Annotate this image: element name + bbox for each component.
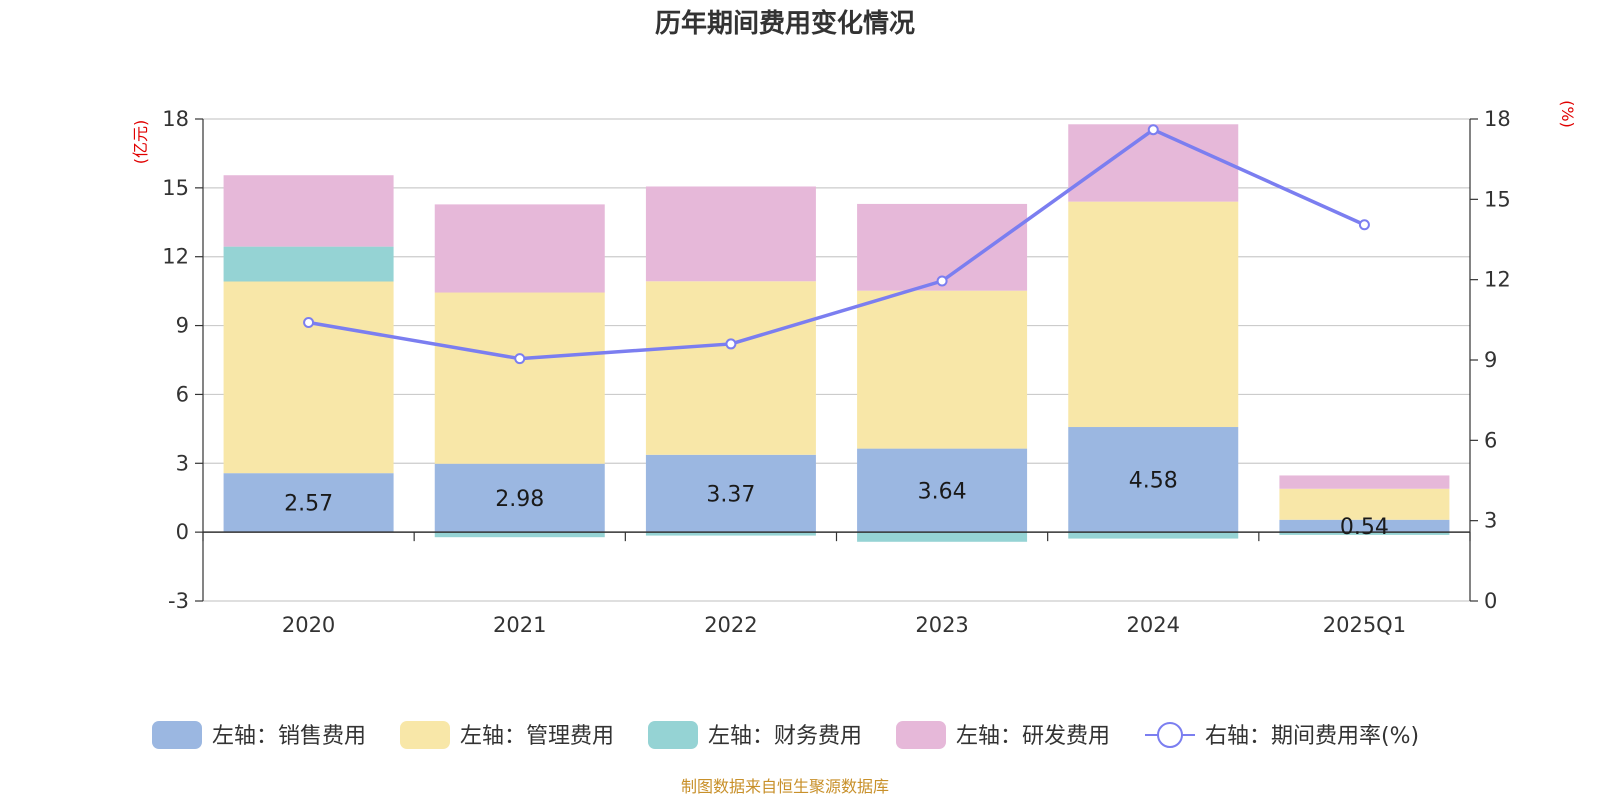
- bar-finance-2023: [857, 532, 1028, 542]
- bar-rd-2024: [1068, 124, 1239, 202]
- chart-title: 历年期间费用变化情况: [655, 8, 915, 39]
- x-tick-label: 2024: [1127, 613, 1180, 637]
- legend-swatch-sales: [152, 721, 202, 749]
- bar-sales-2022: [645, 454, 816, 533]
- left-axis-unit: (亿元): [131, 120, 150, 165]
- bar-sales-2021: [434, 463, 605, 533]
- bar-rd-2020: [223, 175, 394, 247]
- right-tick-label: 3: [1484, 509, 1497, 533]
- axes: -3 0 3 6 9 12 15 18 0 3 6 9 12 15 18 2020 2021 2022 2023 20…: [162, 107, 1510, 637]
- left-tick-label: 9: [176, 314, 189, 338]
- rate-point: [1358, 219, 1370, 231]
- bar-sales-2023: [857, 448, 1028, 533]
- source-note: 制图数据来自恒生聚源数据库: [681, 777, 889, 796]
- right-tick-label: 0: [1484, 589, 1497, 613]
- x-tick-label: 2025Q1: [1323, 613, 1406, 637]
- x-tick-label: 2023: [915, 613, 968, 637]
- x-tick-label: 2020: [282, 613, 335, 637]
- rate-point: [514, 353, 526, 365]
- bar-rd-2025Q1: [1279, 475, 1450, 489]
- right-tick-label: 9: [1484, 348, 1497, 372]
- bar-admin-2024: [1068, 201, 1239, 428]
- legend-label-rate: 右轴：期间费用率(%): [1205, 724, 1419, 749]
- bar-admin-2022: [645, 281, 816, 455]
- data-label-sales: 0.54: [1340, 515, 1389, 540]
- right-axis-unit: (%): [1558, 100, 1577, 128]
- left-tick-label: 18: [162, 107, 189, 131]
- legend-label-rd: 左轴：研发费用: [956, 724, 1110, 749]
- right-tick-label: 6: [1484, 428, 1497, 452]
- bar-admin-2023: [857, 290, 1028, 449]
- rate-point: [303, 317, 315, 329]
- legend-swatch-finance: [648, 721, 698, 749]
- left-tick-label: 6: [176, 382, 189, 406]
- bar-admin-2021: [434, 292, 605, 464]
- bar-finance-2021: [434, 532, 605, 538]
- legend: 左轴：销售费用 左轴：管理费用 左轴：财务费用 左轴：研发费用 右轴：期间费用率(%): [152, 721, 1419, 749]
- bar-rd-2021: [434, 204, 605, 293]
- rate-line-series: [303, 124, 1370, 365]
- right-tick-label: 18: [1484, 107, 1511, 131]
- left-tick-label: 15: [162, 176, 189, 200]
- rate-line: [308, 127, 1366, 361]
- bar-finance-2020: [223, 246, 394, 282]
- bar-data-labels: 2.57 2.98 3.37 3.64 4.58 0.54: [284, 469, 1389, 540]
- left-tick-label: 3: [176, 451, 189, 475]
- bar-sales-2025Q1: [1279, 519, 1450, 533]
- data-label-sales: 3.37: [706, 482, 755, 507]
- left-tick-label: 12: [162, 245, 189, 269]
- bar-admin-2020: [223, 281, 394, 474]
- x-tick-label: 2022: [704, 613, 757, 637]
- right-tick-label: 15: [1484, 187, 1511, 211]
- legend-label-sales: 左轴：销售费用: [212, 724, 366, 749]
- rate-point: [725, 338, 737, 350]
- x-tick-label: 2021: [493, 613, 546, 637]
- data-label-sales: 3.64: [918, 479, 967, 504]
- data-label-sales: 2.57: [284, 492, 333, 517]
- bar-finance-2022: [645, 532, 816, 536]
- data-label-sales: 4.58: [1129, 469, 1178, 494]
- right-tick-label: 12: [1484, 268, 1511, 292]
- legend-swatch-admin: [400, 721, 450, 749]
- left-tick-label: 0: [176, 520, 189, 544]
- legend-label-finance: 左轴：财务费用: [708, 724, 862, 749]
- rate-point: [1147, 124, 1159, 136]
- bar-finance-2025Q1: [1279, 532, 1450, 535]
- grid-lines: [203, 118, 1470, 602]
- legend-swatch-rd: [896, 721, 946, 749]
- rate-point: [936, 275, 948, 287]
- bar-admin-2025Q1: [1279, 488, 1450, 520]
- bar-series: [223, 124, 1450, 542]
- left-tick-label: -3: [168, 589, 189, 613]
- legend-swatch-rate-marker: [1157, 722, 1183, 748]
- bar-rd-2022: [645, 186, 816, 282]
- bar-finance-2024: [1068, 532, 1239, 539]
- data-label-sales: 2.98: [495, 487, 544, 512]
- bar-sales-2024: [1068, 427, 1239, 533]
- bar-sales-2020: [223, 473, 394, 533]
- legend-label-admin: 左轴：管理费用: [460, 724, 614, 749]
